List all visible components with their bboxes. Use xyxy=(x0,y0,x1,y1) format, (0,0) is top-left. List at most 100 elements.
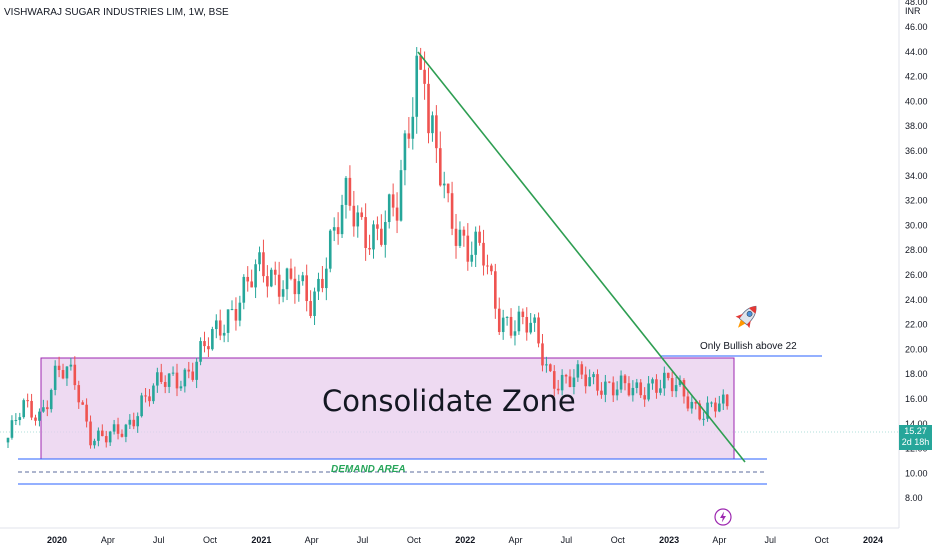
candle-body xyxy=(57,365,61,371)
candle-body xyxy=(61,370,65,379)
candle-body xyxy=(144,395,147,397)
x-tick-label: Jul xyxy=(764,535,776,545)
candle-body xyxy=(360,212,363,218)
bullish-note-label[interactable]: Only Bullish above 22 xyxy=(700,341,797,352)
x-tick-label: Apr xyxy=(305,535,319,545)
candle-body xyxy=(600,390,603,395)
y-tick-label: 34.00 xyxy=(905,171,928,181)
y-axis: 48.00 46.00 44.00 42.00 40.00 38.00 36.00 34.00… xyxy=(905,0,928,503)
candle-body xyxy=(580,364,584,375)
candle-body xyxy=(474,231,477,255)
chart-title: VISHWARAJ SUGAR INDUSTRIES LIM, 1W, BSE xyxy=(4,7,229,18)
candle-body xyxy=(101,430,104,437)
x-tick-label: 2022 xyxy=(455,535,475,545)
candle-body xyxy=(348,177,352,206)
bar-countdown: 2d 18h xyxy=(901,437,930,447)
candle-body xyxy=(344,177,348,205)
candle-body xyxy=(195,361,198,380)
candle-body xyxy=(399,170,403,221)
y-tick-label: 38.00 xyxy=(905,121,928,131)
candle-body xyxy=(10,420,14,438)
x-tick-label: Apr xyxy=(101,535,115,545)
candle-body xyxy=(179,386,183,389)
candle-body xyxy=(356,212,360,227)
candle-body xyxy=(266,276,269,287)
candle-body xyxy=(442,183,446,186)
demand-area-label[interactable]: DEMAND AREA xyxy=(331,464,406,475)
candle-body xyxy=(607,381,611,383)
y-tick-label: 32.00 xyxy=(905,196,928,206)
candle-body xyxy=(706,402,709,419)
candle-body xyxy=(446,183,450,194)
candle-body xyxy=(156,372,159,386)
y-tick-label: 28.00 xyxy=(905,245,928,255)
candle-body xyxy=(682,380,686,397)
candle-body xyxy=(623,375,627,384)
candle-body xyxy=(305,275,308,302)
candle-body xyxy=(458,229,462,246)
candle-body xyxy=(718,403,721,412)
candle-body xyxy=(627,383,631,396)
candle-body xyxy=(655,379,658,393)
candle-body xyxy=(171,372,175,374)
consolidate-zone-label[interactable]: Consolidate Zone xyxy=(322,384,576,418)
candle-body xyxy=(238,302,242,321)
candle-body xyxy=(678,380,682,386)
candle-body xyxy=(376,224,379,229)
candle-body xyxy=(470,254,474,262)
candle-body xyxy=(297,281,301,295)
y-tick-label: 24.00 xyxy=(905,295,928,305)
candle-body xyxy=(545,364,548,366)
candle-body xyxy=(486,265,489,267)
x-tick-label: Jul xyxy=(561,535,573,545)
candle-body xyxy=(167,373,171,387)
candle-body xyxy=(108,431,112,443)
candle-body xyxy=(328,230,332,269)
candle-body xyxy=(647,383,650,400)
candle-body xyxy=(26,400,29,402)
candle-body xyxy=(659,388,662,393)
candle-body xyxy=(336,227,340,235)
candle-body xyxy=(572,377,576,388)
candle-body xyxy=(128,419,132,425)
candle-body xyxy=(116,424,120,434)
candle-body xyxy=(65,366,69,379)
last-price-badge: 15.27 2d 18h xyxy=(899,425,932,450)
candle-body xyxy=(415,55,419,117)
candle-body xyxy=(576,364,580,378)
candle-body xyxy=(207,346,210,350)
candle-body xyxy=(663,372,666,389)
candle-body xyxy=(666,372,670,379)
candle-body xyxy=(564,374,568,377)
rocket-icon[interactable] xyxy=(733,301,761,333)
candle-body xyxy=(222,332,226,336)
candle-body xyxy=(505,316,509,318)
x-tick-label: 2023 xyxy=(659,535,679,545)
candle-body xyxy=(635,382,639,388)
candle-body xyxy=(411,116,415,139)
candle-body xyxy=(120,433,124,437)
y-tick-label: 44.00 xyxy=(905,47,928,57)
candle-body xyxy=(175,372,179,389)
y-tick-label: 30.00 xyxy=(905,220,928,230)
candle-body xyxy=(454,228,458,246)
last-price-value: 15.27 xyxy=(904,426,927,436)
candle-body xyxy=(423,69,426,84)
candle-body xyxy=(450,193,454,229)
y-tick-label: 48.00 xyxy=(905,0,928,7)
candle-body xyxy=(73,364,77,386)
candle-body xyxy=(686,396,690,409)
y-tick-label: 40.00 xyxy=(905,96,928,106)
candle-body xyxy=(529,322,532,333)
candle-body xyxy=(77,385,81,403)
candle-body xyxy=(270,269,273,287)
y-tick-label: 10.00 xyxy=(905,468,928,478)
candle-body xyxy=(38,411,41,421)
candle-body xyxy=(332,227,336,231)
flash-icon[interactable] xyxy=(714,508,732,526)
trendline[interactable] xyxy=(417,51,746,463)
candle-body xyxy=(631,387,635,396)
x-tick-label: Jul xyxy=(357,535,369,545)
candle-body xyxy=(321,278,324,289)
